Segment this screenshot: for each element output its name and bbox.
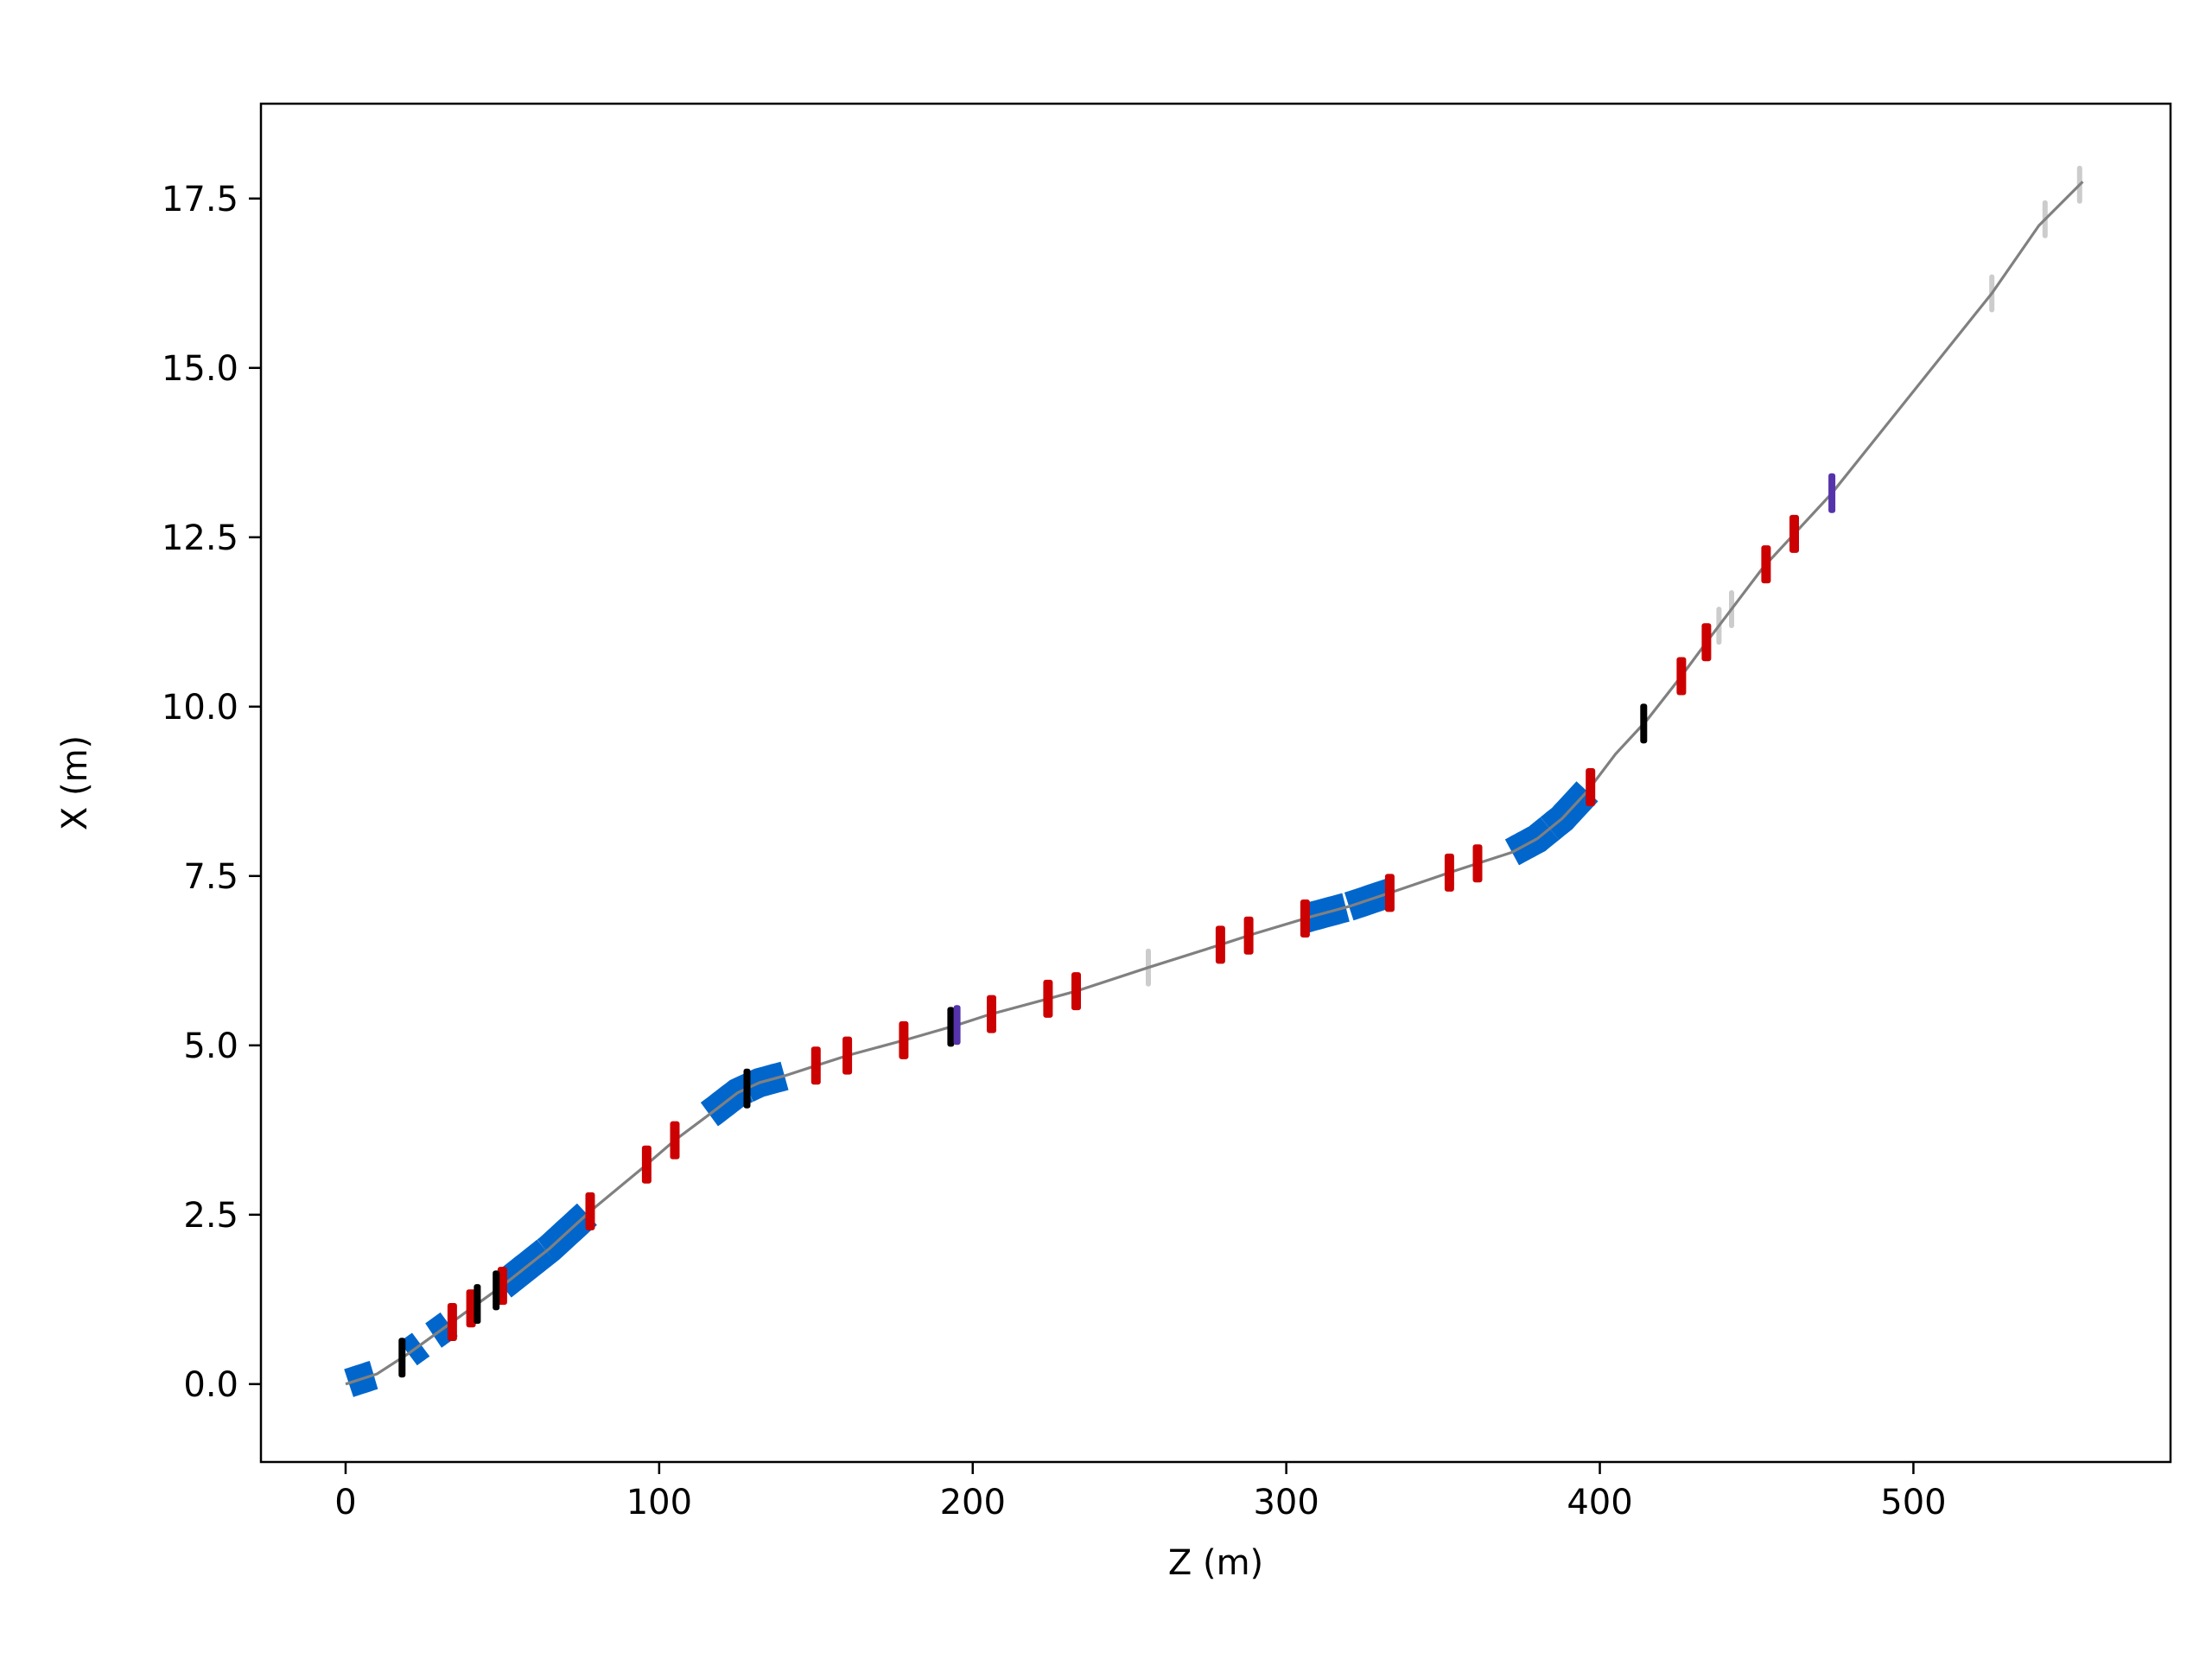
quadrupole-magnet-18 bbox=[842, 1036, 853, 1075]
y-tick-label: 2.5 bbox=[183, 1196, 238, 1236]
beamline-overlay-markers bbox=[398, 473, 1836, 1378]
quadrupole-magnet-19 bbox=[899, 1020, 909, 1059]
x-axis-label: Z (m) bbox=[1168, 1543, 1263, 1583]
x-tick-label: 500 bbox=[1880, 1483, 1946, 1522]
quadrupole-magnet-17 bbox=[810, 1046, 821, 1085]
quadrupole-magnet-23 bbox=[1215, 925, 1225, 964]
marker-element-37 bbox=[743, 1068, 751, 1109]
quadrupole-magnet-14 bbox=[585, 1192, 595, 1230]
x-tick-label: 300 bbox=[1253, 1483, 1319, 1522]
quadrupole-magnet-15 bbox=[641, 1145, 652, 1184]
x-tick-label: 0 bbox=[334, 1483, 356, 1522]
quadrupole-magnet-31 bbox=[1701, 623, 1712, 662]
y-tick-label: 15.0 bbox=[162, 349, 238, 389]
quadrupole-magnet-27 bbox=[1444, 853, 1454, 892]
x-tick-label: 400 bbox=[1567, 1483, 1632, 1522]
x-axis-ticks: 0 100 200 300 400 500 bbox=[334, 1462, 1947, 1522]
quadrupole-magnet-28 bbox=[1472, 844, 1483, 883]
y-tick-label: 7.5 bbox=[183, 857, 238, 897]
marker-element-39 bbox=[1640, 703, 1648, 744]
quadrupole-magnet-16 bbox=[670, 1121, 680, 1160]
quadrupole-magnet-25 bbox=[1300, 899, 1310, 938]
marker-element-38 bbox=[947, 1007, 955, 1047]
plot-area-frame bbox=[259, 102, 2172, 1464]
marker-element-35 bbox=[474, 1284, 481, 1325]
quadrupole-magnet-21 bbox=[1043, 979, 1053, 1018]
y-tick-label: 12.5 bbox=[162, 518, 238, 558]
quadrupole-magnet-20 bbox=[987, 995, 996, 1033]
x-tick-label: 200 bbox=[940, 1483, 1006, 1522]
quadrupole-magnet-33 bbox=[1789, 514, 1799, 553]
y-tick-label: 0.0 bbox=[183, 1365, 238, 1405]
quadrupole-magnet-24 bbox=[1243, 916, 1254, 955]
quadrupole-magnet-29 bbox=[1586, 768, 1596, 806]
marker-element-36 bbox=[493, 1270, 500, 1311]
kicker-element-40 bbox=[953, 1005, 961, 1046]
y-tick-label: 10.0 bbox=[162, 688, 238, 728]
y-axis-label: X (m) bbox=[55, 735, 95, 830]
kicker-element-41 bbox=[1828, 473, 1836, 513]
y-tick-label: 17.5 bbox=[162, 180, 238, 219]
quadrupole-magnet-13 bbox=[497, 1267, 507, 1306]
quadrupole-magnet-22 bbox=[1071, 972, 1081, 1011]
x-tick-label: 100 bbox=[626, 1483, 692, 1522]
y-axis-ticks: 0.0 2.5 5.0 7.5 10.0 12.5 15.0 17.5 bbox=[162, 180, 261, 1405]
y-tick-label: 5.0 bbox=[183, 1027, 238, 1066]
quadrupole-magnet-11 bbox=[447, 1303, 457, 1341]
quadrupole-magnet-30 bbox=[1676, 657, 1687, 696]
quadrupole-magnet-32 bbox=[1761, 545, 1771, 584]
quadrupole-magnet-12 bbox=[466, 1289, 476, 1328]
quadrupole-magnet-26 bbox=[1384, 874, 1395, 912]
marker-element-34 bbox=[398, 1338, 406, 1378]
